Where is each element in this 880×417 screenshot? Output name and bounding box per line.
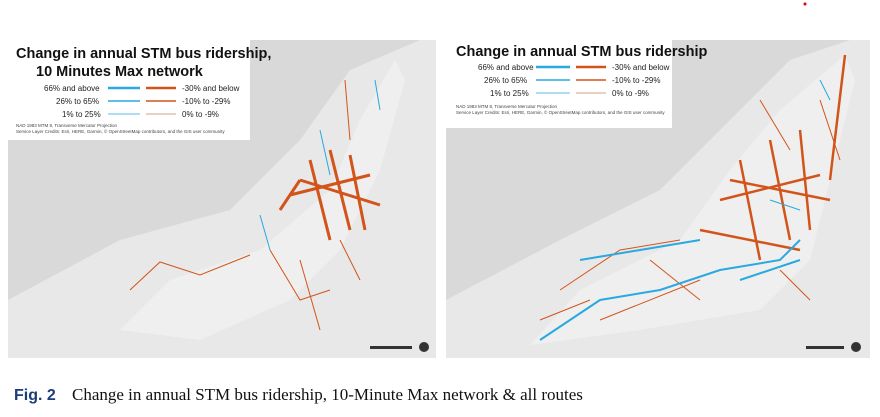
- legend-label: 1% to 25%: [62, 110, 101, 119]
- legend-label: 0% to -9%: [612, 89, 649, 98]
- island: [120, 60, 405, 340]
- map-right: Change in annual STM bus ridership 66% a…: [446, 40, 870, 358]
- map-left: Change in annual STM bus ridership, 10 M…: [8, 40, 436, 358]
- scale-bar: [806, 346, 844, 349]
- legend-label: -30% and below: [612, 63, 670, 72]
- legend-label: 0% to -9%: [182, 110, 219, 119]
- legend-label: -10% to -29%: [612, 76, 660, 85]
- map-title: 10 Minutes Max network: [36, 64, 204, 80]
- legend: 66% and above -30% and below 26% to 65% …: [478, 63, 670, 98]
- legend-label: 26% to 65%: [484, 76, 527, 85]
- land: [8, 40, 436, 358]
- caption-label: Fig. 2: [14, 387, 56, 404]
- map-title: Change in annual STM bus ridership: [456, 44, 707, 60]
- credits: NAD 1983 MTM 8, Transverse Mercator Proj…: [456, 104, 558, 109]
- legend-label: -30% and below: [182, 84, 240, 93]
- legend-label: 26% to 65%: [56, 97, 99, 106]
- legend-label: 66% and above: [478, 63, 534, 72]
- mark: [803, 2, 807, 6]
- credits: Service Layer Credits: Esri, HERE, Garmi…: [16, 128, 225, 134]
- legend-label: 66% and above: [44, 84, 100, 93]
- island: [530, 55, 855, 345]
- credits: NAD 1983 MTM 8, Transverse Mercator Proj…: [16, 123, 118, 128]
- scale-bar: [370, 346, 412, 349]
- legend-box: [8, 40, 250, 140]
- legend-box: [446, 40, 672, 128]
- north-arrow: [851, 342, 861, 352]
- credits: Service Layer Credits: Esri, HERE, Garmi…: [456, 109, 665, 115]
- map-title: Change in annual STM bus ridership,: [16, 46, 271, 62]
- routes: [129, 79, 381, 331]
- north-arrow: [419, 342, 429, 352]
- legend-label: -10% to -29%: [182, 97, 230, 106]
- caption-text: Change in annual STM bus ridership, 10-M…: [72, 385, 583, 404]
- legend-label: 1% to 25%: [490, 89, 529, 98]
- routes: [539, 54, 847, 341]
- legend: 66% and above -30% and below 26% to 65% …: [44, 84, 240, 119]
